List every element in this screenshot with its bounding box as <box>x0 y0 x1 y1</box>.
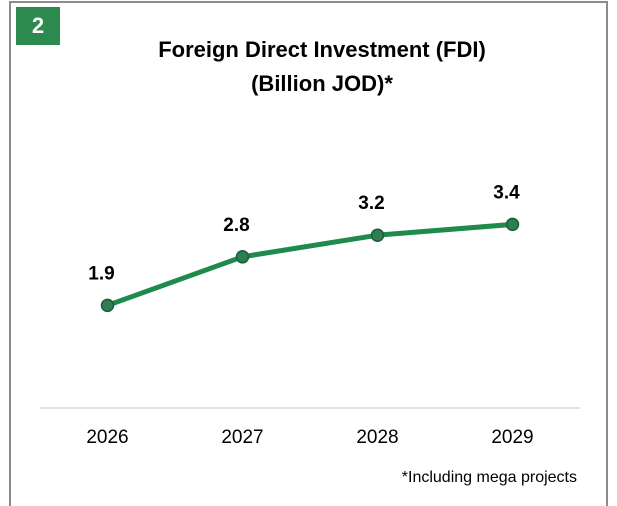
panel-border <box>9 1 608 506</box>
annotation: *Including mega projects <box>402 469 577 486</box>
x-tick-label: 2029 <box>491 427 533 448</box>
badge-box <box>16 7 60 45</box>
point <box>100 298 115 313</box>
x-tick-label: 2028 <box>356 427 398 448</box>
x-tick-label: 2027 <box>221 427 263 448</box>
badge: 2 <box>32 13 44 38</box>
chart-title: Foreign Direct Investment (FDI) <box>158 37 486 62</box>
point <box>235 250 250 264</box>
data-label: 2.8 <box>223 215 249 236</box>
point <box>370 228 385 242</box>
x-tick-label: 2026 <box>86 427 128 448</box>
data-label: 3.4 <box>493 182 520 203</box>
chart-subtitle: (Billion JOD)* <box>251 71 393 96</box>
point <box>505 217 520 232</box>
data-label: 3.2 <box>358 193 384 214</box>
series-line <box>106 221 513 308</box>
data-label: 1.9 <box>88 263 114 284</box>
